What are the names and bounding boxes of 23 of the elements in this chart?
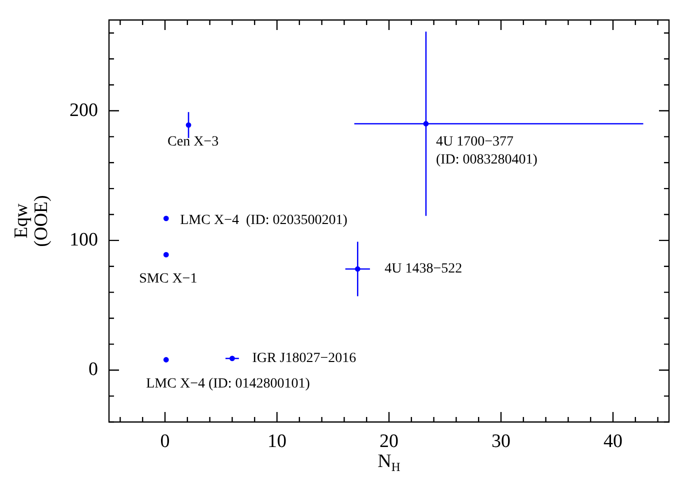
y-axis-title: Eqw (OOE) [10, 195, 52, 247]
annotation: Cen X−3 [168, 134, 219, 150]
x-tick-label: 20 [380, 430, 398, 452]
annotation: LMC X−4 (ID: 0142800101) [146, 376, 310, 392]
point [230, 356, 235, 362]
y-tick-label: 0 [88, 359, 98, 380]
point [186, 122, 192, 128]
annotation: 4U 1700−377 (ID: 0083280401) [436, 134, 538, 168]
y-tick-label: 200 [70, 100, 98, 121]
annotation: SMC X−1 [139, 271, 198, 286]
x-tick-label: 0 [160, 430, 170, 452]
annotation: LMC X−4 (ID: 0203500201) [180, 213, 348, 228]
point [354, 266, 360, 272]
annotation: 4U 1438−522 [384, 262, 462, 277]
point [163, 252, 169, 258]
x-tick-label: 40 [604, 430, 622, 452]
x-tick-label: 30 [492, 430, 510, 452]
point [163, 357, 169, 362]
point [423, 121, 429, 126]
point [163, 216, 169, 222]
annotation: IGR J18027−2016 [252, 351, 356, 366]
x-tick-label: 10 [268, 430, 286, 452]
y-tick-label: 100 [70, 229, 98, 250]
